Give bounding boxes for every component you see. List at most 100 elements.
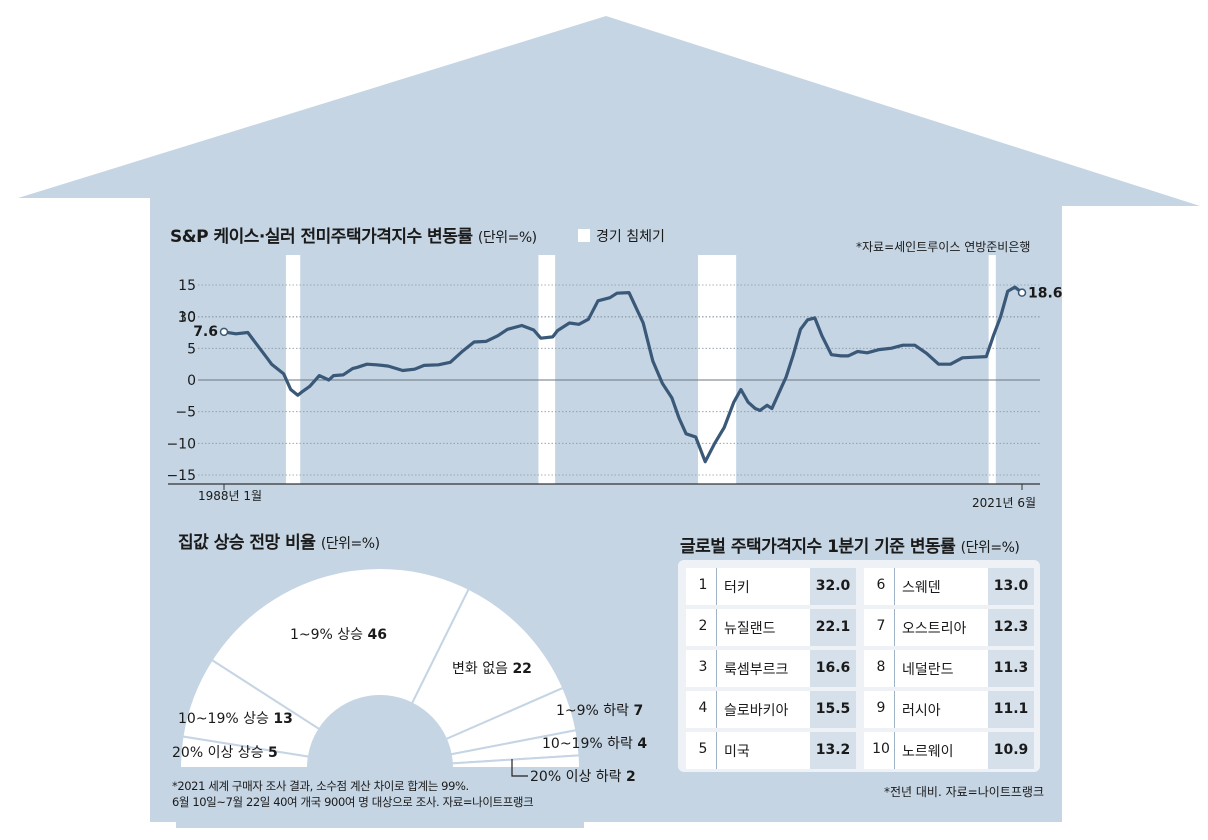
- country-name: 미국: [724, 744, 750, 760]
- recession-legend-swatch: [578, 229, 590, 242]
- table-footnote: *전년 대비. 자료=나이트프랭크: [884, 785, 1044, 799]
- slice-label-up-1-9-text: 1~9% 상승: [290, 627, 364, 643]
- y-tick-label-5: −5: [175, 405, 196, 421]
- end-point: [1017, 288, 1027, 297]
- country-name: 러시아: [902, 703, 941, 719]
- rank-number: 8: [876, 659, 886, 675]
- row-divider: [894, 691, 895, 728]
- slice-3: [210, 567, 471, 731]
- slice-label-up-20-text: 20% 이상 상승: [172, 745, 264, 761]
- x-end-label: 2021년 6월: [972, 496, 1037, 510]
- pie-chart-unit: (단위=%): [320, 536, 380, 552]
- series-line: [222, 285, 1024, 464]
- change-value: 13.2: [810, 732, 856, 769]
- y-tick-label-7: −15: [166, 468, 196, 484]
- line-chart-source: *자료=세인트루이스 연방준비은행: [856, 240, 1031, 254]
- slice-label-no-change-text: 변화 없음: [452, 661, 508, 677]
- y-tick-label-4: 0: [187, 373, 196, 389]
- recession-band-4: [988, 255, 996, 484]
- slice-label-up-20: 20% 이상 상승 5: [172, 742, 278, 762]
- row-divider: [716, 609, 717, 646]
- start-value-label: 7.6: [193, 324, 218, 340]
- change-value: 16.6: [810, 650, 856, 687]
- price-index-line-chart: 30 15 10 5 0 −5 −10 −15 7.6 18.6: [166, 255, 1063, 490]
- end-value-label: 18.6: [1028, 286, 1063, 302]
- slice-label-up-10-19: 10~19% 상승 13: [178, 708, 293, 728]
- row-divider: [716, 732, 717, 769]
- slice-value-down-10-19: 4: [637, 736, 648, 752]
- rank-number: 7: [876, 618, 886, 634]
- table-title: 글로벌 주택가격지수 1분기 기준 변동률 (단위=%): [680, 532, 1020, 557]
- line-chart-title-text: S&P 케이스·실러 전미주택가격지수 변동률: [170, 227, 473, 247]
- slice-value-up-1-9: 46: [367, 627, 387, 643]
- rank-number: 3: [698, 659, 708, 675]
- slice-label-up-1-9: 1~9% 상승 46: [290, 624, 387, 644]
- ranking-column-right: 6 스웨덴 13.0 7 오스트리아 12.3 8 네덜란드 11.3 9 러시아 11.1 10 노르웨…: [864, 568, 1034, 773]
- table-row: 10 노르웨이 10.9: [864, 732, 1034, 769]
- slice-value-up-10-19: 13: [273, 711, 293, 727]
- change-value: 10.9: [988, 732, 1034, 769]
- row-divider: [894, 568, 895, 605]
- row-divider: [716, 650, 717, 687]
- table-row: 2 뉴질랜드 22.1: [686, 609, 856, 646]
- slice-value-down-20: 2: [626, 769, 636, 785]
- recession-band-2: [538, 255, 556, 484]
- change-value: 11.3: [988, 650, 1034, 687]
- table-row: 9 러시아 11.1: [864, 691, 1034, 728]
- line-chart-title: S&P 케이스·실러 전미주택가격지수 변동률 (단위=%): [170, 222, 537, 247]
- y-tick-label-0: 30: [178, 310, 196, 326]
- change-value: 32.0: [810, 568, 856, 605]
- slice-label-down-1-9-text: 1~9% 하락: [556, 703, 630, 719]
- row-divider: [894, 732, 895, 769]
- house-price-outlook-semicircle: [176, 567, 584, 828]
- slice-label-down-10-19-text: 10~19% 하락: [542, 736, 633, 752]
- recession-legend-label: 경기 침체기: [596, 229, 665, 245]
- country-name: 룩셈부르크: [724, 662, 789, 678]
- pie-footnote-line-1: *2021 세계 구매자 조사 결과, 소수점 계산 차이로 합계는 99%.: [172, 779, 469, 793]
- rank-number: 4: [698, 700, 708, 716]
- rank-number: 2: [698, 618, 708, 634]
- slice-label-up-10-19-text: 10~19% 상승: [178, 711, 269, 727]
- table-title-text: 글로벌 주택가격지수 1분기 기준 변동률: [680, 537, 956, 557]
- rank-number: 9: [876, 700, 886, 716]
- row-divider: [894, 650, 895, 687]
- slice-label-down-20: 20% 이상 하락 2: [530, 766, 636, 786]
- start-point: [219, 327, 229, 337]
- slice-label-down-1-9: 1~9% 하락 7: [556, 700, 643, 720]
- slice-label-no-change: 변화 없음 22: [452, 658, 532, 678]
- recession-band-1: [285, 255, 301, 484]
- country-name: 뉴질랜드: [724, 621, 776, 637]
- pie-footnote-line-2: 6월 10일~7월 22일 40여 개국 900여 명 대상으로 조사. 자료=…: [172, 795, 534, 809]
- slice-value-no-change: 22: [512, 661, 532, 677]
- table-row: 3 룩셈부르크 16.6: [686, 650, 856, 687]
- country-name: 터키: [724, 580, 750, 596]
- table-row: 7 오스트리아 12.3: [864, 609, 1034, 646]
- rank-number: 6: [876, 577, 886, 593]
- row-divider: [716, 691, 717, 728]
- country-name: 스웨덴: [902, 580, 941, 596]
- line-chart-unit: (단위=%): [477, 230, 537, 246]
- ranking-table: 1 터키 32.0 2 뉴질랜드 22.1 3 룩셈부르크 16.6 4 슬로바키아 15.5 5 미국 1…: [678, 560, 1040, 772]
- slice-label-down-20-text: 20% 이상 하락: [530, 769, 622, 785]
- change-value: 12.3: [988, 609, 1034, 646]
- slice-value-down-1-9: 7: [633, 703, 644, 719]
- ranking-column-left: 1 터키 32.0 2 뉴질랜드 22.1 3 룩셈부르크 16.6 4 슬로바키아 15.5 5 미국 1…: [686, 568, 856, 773]
- rank-number: 10: [872, 741, 890, 757]
- table-row: 5 미국 13.2: [686, 732, 856, 769]
- rank-number: 1: [698, 577, 708, 593]
- table-row: 4 슬로바키아 15.5: [686, 691, 856, 728]
- country-name: 네덜란드: [902, 662, 954, 678]
- change-value: 15.5: [810, 691, 856, 728]
- country-name: 오스트리아: [902, 621, 967, 637]
- row-divider: [894, 609, 895, 646]
- recession-legend: 경기 침체기: [578, 226, 665, 246]
- pie-footnote: *2021 세계 구매자 조사 결과, 소수점 계산 차이로 합계는 99%. …: [172, 778, 534, 810]
- y-tick-label-6: −10: [166, 436, 196, 452]
- change-value: 11.1: [988, 691, 1034, 728]
- slice-label-down-10-19: 10~19% 하락 4: [542, 733, 647, 753]
- semicircle-base-mask: [176, 768, 584, 828]
- table-row: 1 터키 32.0: [686, 568, 856, 605]
- slice-value-up-20: 5: [268, 745, 278, 761]
- x-start-label: 1988년 1월: [198, 489, 263, 503]
- table-unit: (단위=%): [960, 540, 1020, 556]
